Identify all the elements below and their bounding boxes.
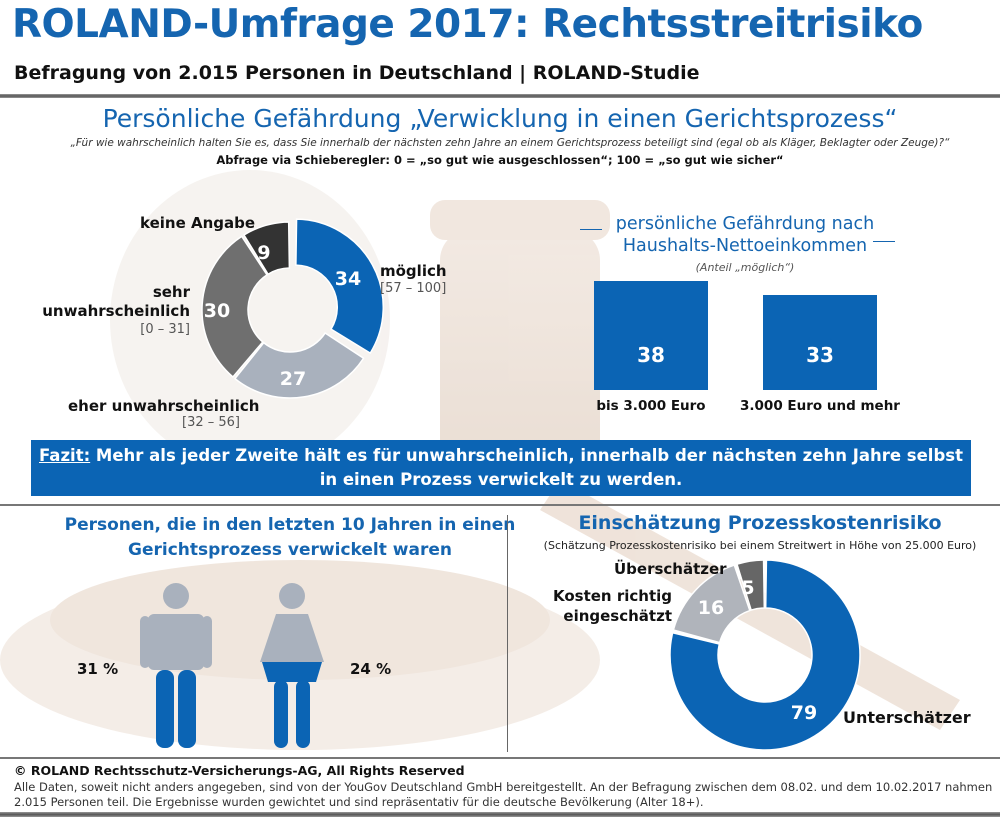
slice-value: 79 [790, 702, 818, 724]
slice-range: [0 – 31] [140, 322, 190, 337]
women-percentage: 24 % [350, 660, 392, 678]
slice-label: Kosten richtig eingeschätzt [553, 587, 672, 625]
bar-value: 38 [637, 343, 665, 367]
cost-chart-title: Einschätzung Prozesskostenrisiko [578, 512, 942, 534]
fazit-label: Fazit: [39, 446, 91, 465]
slice-label: Unterschätzer [843, 708, 971, 727]
slice-label: keine Angabe [140, 214, 256, 232]
fazit-banner: Fazit: Mehr als jeder Zweite hält es für… [31, 440, 971, 496]
bar-chart-title: persönliche Gefährdung nach Haushalts-Ne… [615, 214, 875, 256]
slice-label: Überschätzer [614, 560, 727, 578]
divider [0, 757, 1000, 759]
donut-slice-unterschätzer [669, 559, 861, 751]
slice-value: 34 [334, 268, 362, 290]
slice-value: 16 [697, 597, 725, 619]
bar [594, 281, 708, 390]
bar-category-label: bis 3.000 Euro [596, 398, 706, 414]
donut-slice-überschätzer [736, 559, 766, 612]
donut-slice-sehr-unwahrscheinlich [201, 235, 269, 379]
bar-category-label: 3.000 Euro und mehr [740, 398, 900, 414]
bar-value: 33 [806, 343, 834, 367]
men-percentage: 31 % [77, 660, 119, 678]
vertical-divider [507, 515, 508, 752]
divider [0, 812, 1000, 817]
survey-question: „Für wie wahrscheinlich halten Sie es, d… [70, 137, 950, 149]
page-title: ROLAND-Umfrage 2017: Rechtsstreitrisiko [12, 2, 923, 47]
donut-slice-kosten-richtig-eingeschätzt [672, 564, 751, 644]
title-rule [580, 229, 602, 230]
donut-slice-keine-angabe [242, 221, 291, 276]
donut-slice-eher-unwahrscheinlich [233, 331, 365, 399]
slice-value: 9 [257, 242, 271, 264]
divider [0, 94, 1000, 98]
cost-chart-subtitle: (Schätzung Prozesskostenrisiko bei einem… [543, 539, 977, 552]
slice-label: sehr unwahrscheinlich [42, 283, 190, 320]
copyright: © ROLAND Rechtsschutz-Versicherungs-AG, … [14, 763, 465, 778]
slice-value: 27 [279, 368, 307, 390]
bar-chart-subtitle: (Anteil „möglich“) [695, 261, 795, 274]
title-rule [873, 241, 895, 242]
risk-donut-chart [201, 218, 384, 399]
fazit-text: Mehr als jeder Zweite hält es für unwahr… [90, 446, 963, 489]
woman-icon [260, 583, 324, 748]
bar [763, 295, 877, 390]
persons-title: Personen, die in den letzten 10 Jahren i… [64, 515, 516, 560]
survey-method: Abfrage via Schieberegler: 0 = „so gut w… [216, 153, 784, 167]
donut-slice-möglich [295, 218, 384, 355]
footer-note: Alle Daten, soweit nicht anders angegebe… [14, 780, 993, 809]
slice-label: eher unwahrscheinlich [68, 397, 260, 415]
divider [0, 504, 1000, 506]
slice-label: möglich [380, 262, 447, 280]
slice-value: 5 [741, 577, 755, 599]
cost-donut-chart [669, 559, 861, 751]
slice-range: [57 – 100] [380, 281, 447, 296]
page-subtitle: Befragung von 2.015 Personen in Deutschl… [14, 62, 700, 84]
slice-value: 30 [203, 300, 231, 322]
man-icon [140, 583, 212, 748]
section-title: Persönliche Gefährdung „Verwicklung in e… [102, 104, 898, 133]
slice-range: [32 – 56] [182, 415, 240, 430]
